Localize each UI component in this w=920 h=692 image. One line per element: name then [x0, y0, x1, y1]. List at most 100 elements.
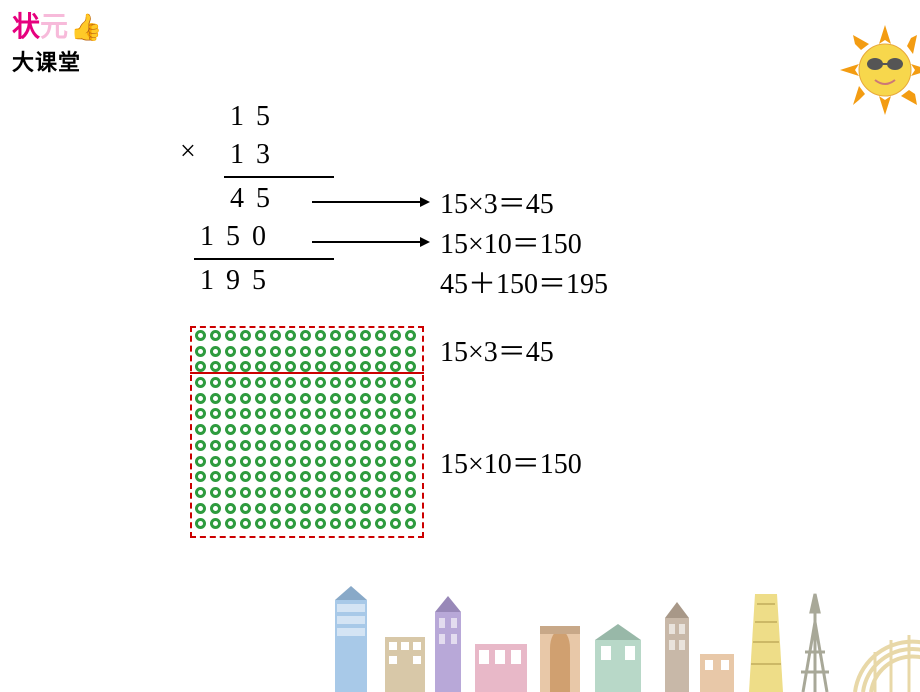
dot-row [195, 330, 420, 346]
dot [255, 503, 266, 514]
dot [270, 408, 281, 419]
dot [360, 456, 371, 467]
dot [330, 503, 341, 514]
dot [270, 440, 281, 451]
dot [375, 456, 386, 467]
dot [345, 424, 356, 435]
dot [375, 471, 386, 482]
dot [375, 408, 386, 419]
dot [195, 424, 206, 435]
explain-line-1: 15×3＝45 [440, 182, 554, 222]
dot [375, 361, 386, 372]
dot [240, 487, 251, 498]
dot [375, 440, 386, 451]
dot [315, 408, 326, 419]
arrow-2 [312, 234, 432, 250]
dot [330, 408, 341, 419]
dot [255, 330, 266, 341]
dot-row [195, 471, 420, 487]
dot [270, 518, 281, 529]
rule-line-2 [194, 258, 334, 260]
dot [270, 346, 281, 357]
dot [345, 377, 356, 388]
dot [375, 377, 386, 388]
dot [300, 346, 311, 357]
dot [210, 471, 221, 482]
dot [330, 471, 341, 482]
dot [390, 393, 401, 404]
dot [390, 330, 401, 341]
dot [225, 487, 236, 498]
dot [300, 424, 311, 435]
dot [315, 503, 326, 514]
dot [210, 361, 221, 372]
dot [390, 424, 401, 435]
dot [390, 346, 401, 357]
dot [300, 440, 311, 451]
dot [240, 503, 251, 514]
dot [315, 456, 326, 467]
array-label-top: 15×3＝45 [440, 330, 554, 370]
dot [255, 346, 266, 357]
dot [315, 330, 326, 341]
dot [405, 424, 416, 435]
dot [360, 518, 371, 529]
dot [330, 487, 341, 498]
dot [225, 346, 236, 357]
dot [285, 503, 296, 514]
dot [285, 471, 296, 482]
dot [285, 440, 296, 451]
dot [405, 471, 416, 482]
dot [195, 503, 206, 514]
dot [240, 424, 251, 435]
multiplicand: 15 [230, 98, 334, 136]
dot [255, 377, 266, 388]
dot [255, 361, 266, 372]
dot [225, 330, 236, 341]
logo-subtitle: 大课堂 [12, 45, 112, 77]
dot [225, 424, 236, 435]
thumbs-up-icon: 👍 [70, 13, 102, 43]
dot [330, 377, 341, 388]
logo-char-2: 元 [40, 12, 68, 43]
dot [285, 518, 296, 529]
dot [285, 393, 296, 404]
dot [330, 456, 341, 467]
dot [360, 424, 371, 435]
dot [210, 487, 221, 498]
dot [360, 503, 371, 514]
dot-array [190, 326, 424, 538]
dot [345, 361, 356, 372]
dot [240, 393, 251, 404]
dot [375, 487, 386, 498]
rule-line-1 [224, 176, 334, 178]
dot-row [195, 346, 420, 362]
dot [225, 518, 236, 529]
sun-decoration [835, 20, 920, 120]
dot [240, 518, 251, 529]
dot [270, 503, 281, 514]
dot [345, 393, 356, 404]
dot [225, 408, 236, 419]
dot [315, 424, 326, 435]
dot [240, 330, 251, 341]
dot [240, 440, 251, 451]
dot [360, 346, 371, 357]
dot [240, 377, 251, 388]
dot [405, 330, 416, 341]
dot [225, 503, 236, 514]
dot [285, 377, 296, 388]
dot [330, 440, 341, 451]
dot [210, 393, 221, 404]
dot [195, 346, 206, 357]
dot [345, 518, 356, 529]
dot [255, 408, 266, 419]
dot [210, 440, 221, 451]
dot [210, 408, 221, 419]
dot [270, 471, 281, 482]
dot [270, 487, 281, 498]
dot [285, 408, 296, 419]
dot [195, 377, 206, 388]
dot [225, 471, 236, 482]
dot [195, 440, 206, 451]
